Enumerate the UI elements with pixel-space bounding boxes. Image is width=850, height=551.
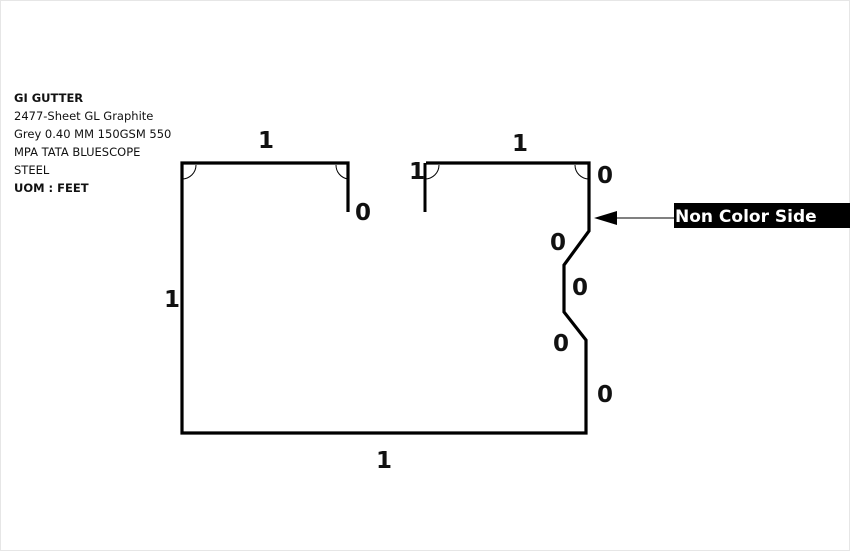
callout-arrowhead-icon (594, 211, 617, 225)
dim-left-drop: 0 (355, 200, 371, 226)
bend-arc-lip (424, 164, 440, 180)
dim-bottom: 1 (376, 448, 392, 474)
dim-right-bottom: 0 (597, 382, 613, 408)
bend-arc-top-left (181, 164, 197, 180)
dim-left-side: 1 (164, 287, 180, 313)
uom-label: UOM : FEET (14, 181, 89, 195)
profile-left-segment (180, 161, 591, 435)
product-title: GI GUTTER (14, 91, 84, 105)
dim-bend-middle: 0 (572, 275, 588, 301)
description-line: MPA TATA BLUESCOPE (14, 145, 141, 159)
bend-arc-top-right (574, 164, 590, 180)
description-line: Grey 0.40 MM 150GSM 550 (14, 127, 172, 141)
dim-bend-upper: 0 (550, 230, 566, 256)
dim-right-top: 0 (597, 163, 613, 189)
description-line: 2477-Sheet GL Graphite (14, 109, 154, 123)
product-spec: GI GUTTER 2477-Sheet GL Graphite Grey 0.… (14, 89, 184, 197)
callout-box (674, 203, 850, 228)
dim-bend-lower: 0 (553, 331, 569, 357)
dim-top-right: 1 (512, 131, 528, 157)
dim-top-right-lip: 1 (409, 159, 425, 185)
bend-arc-top-middle (335, 164, 349, 180)
dim-top-left: 1 (258, 128, 274, 154)
description-line: STEEL (14, 163, 50, 177)
callout-label: Non Color Side (675, 207, 817, 227)
